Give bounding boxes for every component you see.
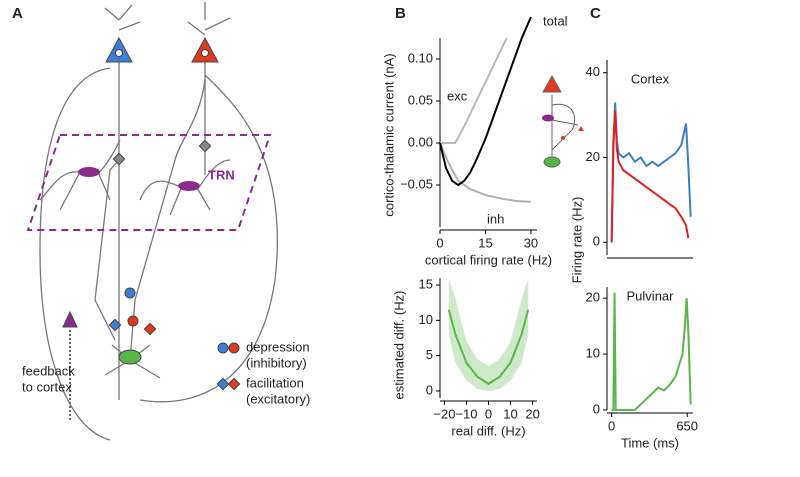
band <box>448 278 529 391</box>
legend-label: depression <box>246 339 310 354</box>
x-tick-label: 0 <box>436 235 443 250</box>
x-tick-label: −10 <box>455 406 477 421</box>
x-tick-label: 0 <box>608 418 615 433</box>
y-tick-label: −0.05 <box>400 176 433 191</box>
x-axis-label: cortical firing rate (Hz) <box>425 252 552 267</box>
x-tick-label: 30 <box>524 235 538 250</box>
series-label: inh <box>487 211 504 226</box>
inset-diagram <box>542 74 584 168</box>
feedback-label: feedback <box>22 363 75 378</box>
legend-sub: (inhibitory) <box>246 355 307 370</box>
x-tick-label: 15 <box>478 235 492 250</box>
y-tick-label: 15 <box>419 276 433 291</box>
y-tick-label: 0 <box>593 401 600 416</box>
legend-label: facilitation <box>246 375 304 390</box>
series-label: exc <box>447 88 468 103</box>
x-tick-label: 20 <box>525 406 539 421</box>
x-axis-label: Time (ms) <box>621 435 679 450</box>
y-tick-label: 0 <box>426 382 433 397</box>
x-tick-label: −20 <box>433 406 455 421</box>
y-tick-label: 20 <box>586 290 600 305</box>
y-tick-label: 40 <box>586 64 600 79</box>
x-tick-label: 0 <box>485 406 492 421</box>
chart-title: Pulvinar <box>627 288 675 303</box>
y-axis-label: cortico-thalamic current (nA) <box>381 53 396 216</box>
feedback-label: to cortex <box>22 379 72 394</box>
line <box>439 16 532 187</box>
circuit-diagram <box>26 2 278 441</box>
y-tick-label: 20 <box>586 149 600 164</box>
line <box>610 102 692 243</box>
panel-label: C <box>590 5 601 22</box>
diagram-shapes <box>62 36 241 391</box>
legend-sub: (excitatory) <box>246 391 310 406</box>
line <box>611 292 692 411</box>
y-axis-label: Firing rate (Hz) <box>569 197 584 284</box>
y-tick-label: 10 <box>586 346 600 361</box>
line <box>610 110 690 243</box>
x-tick-label: 10 <box>503 406 517 421</box>
x-tick-label: 650 <box>676 418 698 433</box>
x-axis-label: real diff. (Hz) <box>451 423 525 438</box>
line <box>439 142 531 203</box>
panel-label: A <box>12 5 23 22</box>
y-tick-label: 0.00 <box>408 134 433 149</box>
y-tick-label: 0 <box>593 234 600 249</box>
y-axis-label: estimated diff. (Hz) <box>391 291 406 400</box>
chart-title: Cortex <box>631 71 670 86</box>
y-tick-label: 5 <box>426 347 433 362</box>
line <box>447 309 530 386</box>
y-tick-label: 10 <box>419 312 433 327</box>
panel-label: B <box>395 5 406 22</box>
y-tick-label: 0.05 <box>408 92 433 107</box>
trn-label: TRN <box>208 167 235 182</box>
line <box>440 37 508 144</box>
y-tick-label: 0.10 <box>408 50 433 65</box>
series-label: total <box>543 13 568 28</box>
